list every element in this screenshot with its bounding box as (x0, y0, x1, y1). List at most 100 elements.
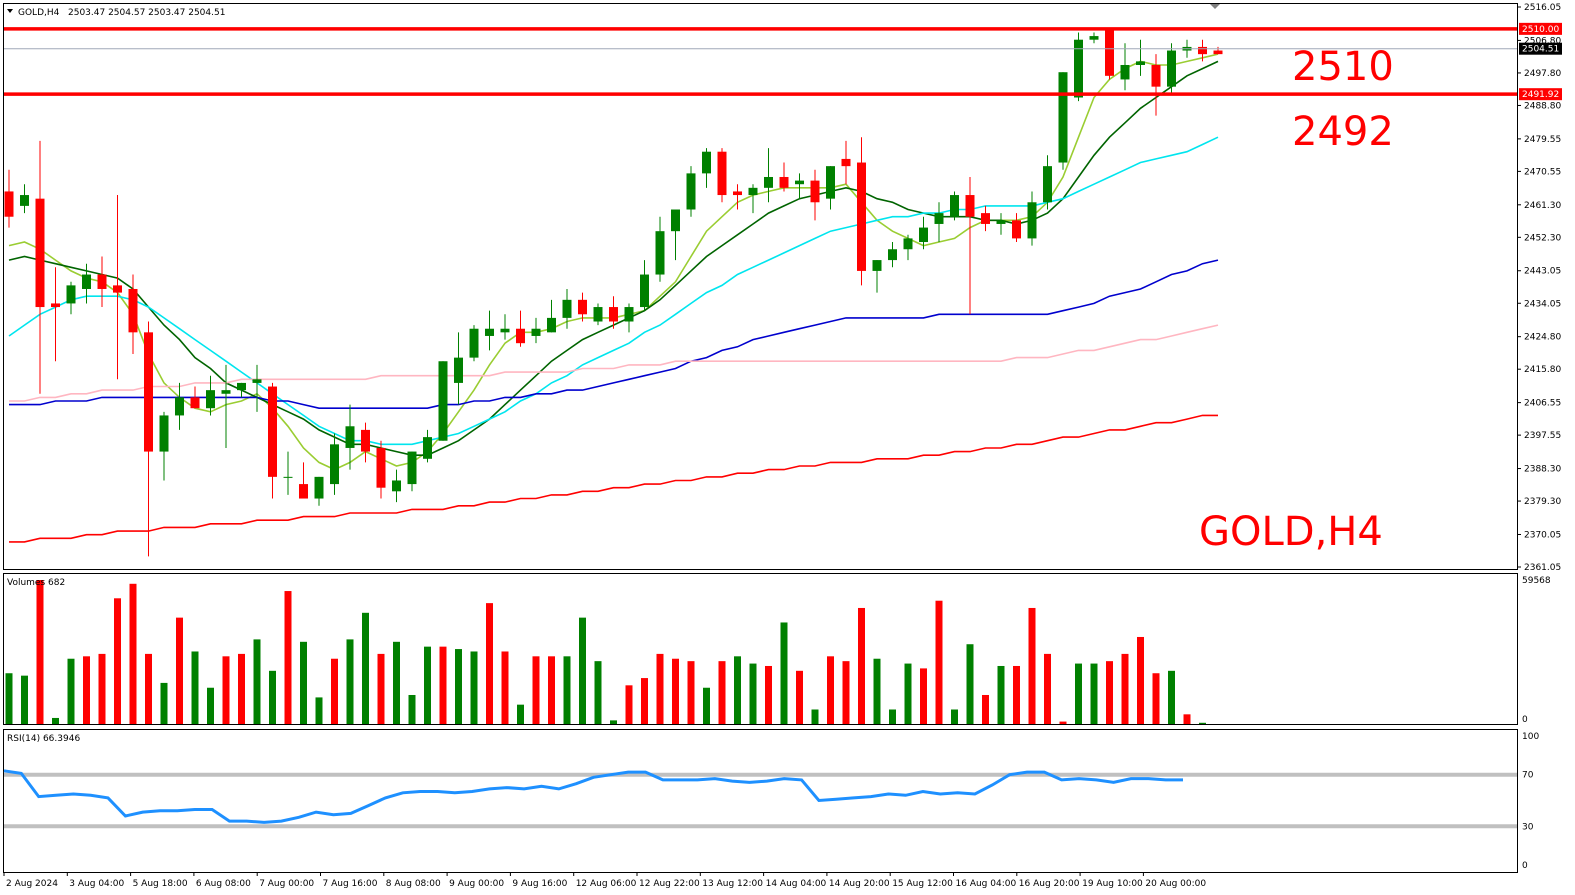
volume-bar (1137, 636, 1144, 724)
time-tick-label: 12 Aug 22:00 (639, 879, 700, 889)
candle-body (190, 397, 200, 409)
candle-body (857, 162, 866, 271)
shift-marker-icon[interactable] (1210, 4, 1220, 9)
chevron-down-icon[interactable] (7, 9, 13, 13)
candle-body (609, 307, 618, 322)
price-tick-label: 2424.80 (1524, 333, 1561, 343)
candle-body (1058, 72, 1068, 163)
candle-body (144, 332, 153, 452)
candle-body (764, 176, 773, 188)
candle-body (562, 299, 572, 318)
volume-bar (408, 694, 416, 724)
price-tick-label: 2470.55 (1524, 167, 1561, 177)
candle-body (1089, 36, 1099, 40)
candle-body (283, 476, 293, 478)
candle-body (485, 328, 494, 336)
candle-body (903, 238, 913, 250)
candle-body (1027, 202, 1037, 239)
candle-body (237, 382, 246, 391)
time-tick-label: 6 Aug 08:00 (196, 879, 251, 889)
price-tick-label: 2443.05 (1524, 267, 1561, 277)
rsi-tick-label: 30 (1522, 822, 1534, 832)
volume-bar (610, 720, 617, 724)
price-tick-label: 2497.80 (1524, 69, 1561, 79)
volume-bar (579, 617, 586, 724)
price-tick-label: 2379.30 (1524, 497, 1561, 507)
volume-bar (253, 639, 261, 724)
time-tick-label: 16 Aug 20:00 (1019, 879, 1080, 889)
candles (4, 28, 1223, 557)
volume-bar (548, 656, 555, 724)
price-tick-label: 2388.30 (1524, 465, 1561, 475)
time-tick-label: 5 Aug 18:00 (133, 879, 188, 889)
volume-bar (1090, 663, 1098, 724)
price-tick-label: 2434.05 (1524, 299, 1561, 309)
candle-body (795, 180, 804, 185)
candle-body (392, 480, 401, 492)
volume-bar (563, 656, 571, 724)
candle-body (1105, 28, 1114, 76)
volume-bar (377, 653, 385, 724)
time-tick-label: 9 Aug 16:00 (512, 879, 567, 889)
candle-body (686, 173, 696, 210)
volume-bar (920, 668, 927, 724)
volume-bar (238, 653, 245, 724)
volume-bar (780, 622, 788, 724)
candle-body (748, 187, 758, 196)
candle-body (516, 328, 525, 344)
volume-bar (718, 661, 726, 724)
main-panel[interactable]: GOLD,H4 2503.47 2504.57 2503.47 2504.51 … (3, 3, 1518, 570)
volume-bar (966, 644, 974, 724)
volume-bar (284, 591, 292, 724)
price-tick-label: 2361.05 (1524, 563, 1561, 573)
volume-bar (1168, 670, 1175, 724)
time-axis[interactable]: 2 Aug 2024 3 Aug 04:00 5 Aug 18:00 6 Aug 08… (3, 872, 1206, 889)
volume-bar (160, 682, 168, 724)
volume-bar (486, 603, 493, 724)
volume-bar (1106, 661, 1113, 724)
volume-panel[interactable]: Volumes 682 59568 0 (3, 573, 1551, 726)
candle-body (175, 397, 184, 416)
price-tick-label: 2516.05 (1524, 3, 1561, 13)
volume-bar (1075, 663, 1082, 724)
candle-body (1198, 46, 1207, 55)
price-tag-last: 2504.51 (1522, 45, 1559, 55)
volume-bar (269, 670, 276, 724)
candle-body (454, 357, 463, 383)
price-tick-label: 2506.80 (1524, 36, 1561, 46)
candle-body (4, 191, 14, 217)
price-tick-label: 2479.55 (1524, 135, 1561, 145)
volume-bar (517, 704, 524, 724)
candle-body (702, 151, 711, 174)
price-axis[interactable]: 2516.05 2506.80 2497.80 2488.80 2479.55 2470.… (1517, 3, 1562, 573)
candle-body (376, 447, 386, 488)
volume-bar (129, 583, 137, 724)
time-tick-label: 20 Aug 00:00 (1145, 879, 1206, 889)
volume-bar (904, 663, 912, 724)
candle-body (423, 437, 432, 459)
candle-body (717, 151, 727, 196)
price-tag-low-bg (1519, 88, 1562, 101)
price-tag-high-bg (1519, 22, 1562, 35)
candle-body (640, 274, 649, 308)
volume-bar (672, 658, 679, 724)
volume-bar (982, 694, 989, 724)
price-tick-label: 2415.80 (1524, 365, 1561, 375)
rsi-series (3, 769, 1183, 824)
price-tick-label: 2488.80 (1524, 101, 1561, 111)
candle-body (500, 328, 510, 333)
volume-bar (1059, 721, 1067, 724)
candle-body (361, 429, 370, 452)
candle-body (407, 451, 417, 485)
rsi-tick-label: 70 (1522, 771, 1534, 781)
symbol-watermark: GOLD,H4 (1199, 509, 1383, 555)
volume-bar (300, 641, 307, 724)
volume-bar (145, 653, 152, 724)
candle-body (113, 285, 122, 293)
candle-body (934, 213, 944, 224)
volume-bar (67, 658, 75, 724)
level-high-label: 2510 (1292, 44, 1394, 90)
rsi-panel[interactable]: RSI(14) 66.3946 100 70 30 0 (3, 729, 1540, 873)
rsi-tick-label: 100 (1522, 732, 1539, 742)
